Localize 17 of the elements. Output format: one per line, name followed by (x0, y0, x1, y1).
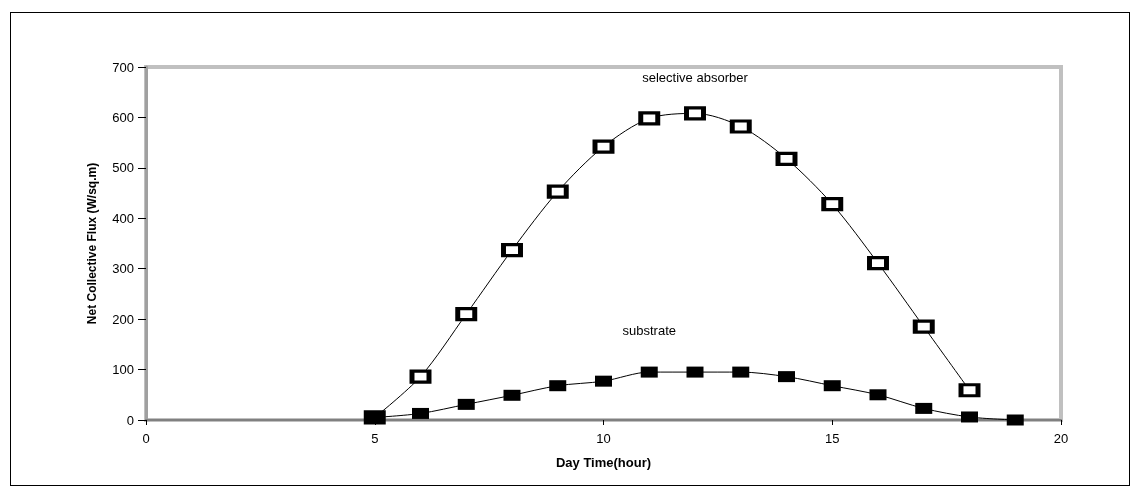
x-tick-label: 20 (1053, 431, 1069, 446)
y-tick-label: 200 (112, 311, 134, 327)
x-tick-label: 15 (825, 431, 840, 446)
y-axis-title: Net Collective Flux (W/sq.m) (85, 162, 99, 325)
y-tick-label: 700 (112, 59, 134, 75)
y-tick-label: 400 (112, 210, 134, 226)
y-tick-label: 600 (112, 109, 134, 125)
text: selective absorber (642, 70, 749, 86)
x-tick-label: 10 (596, 431, 611, 446)
y-tick-label: 100 (112, 362, 134, 378)
y-tick-label: 500 (112, 160, 134, 176)
y-tick-label: 0 (126, 412, 134, 428)
y-tick-label: 300 (112, 261, 134, 277)
x-tick-label: 0 (142, 431, 150, 446)
x-tick-label: 5 (371, 431, 379, 446)
x-axis-title: Day Time(hour) (555, 455, 652, 470)
text: substrate (622, 322, 676, 338)
